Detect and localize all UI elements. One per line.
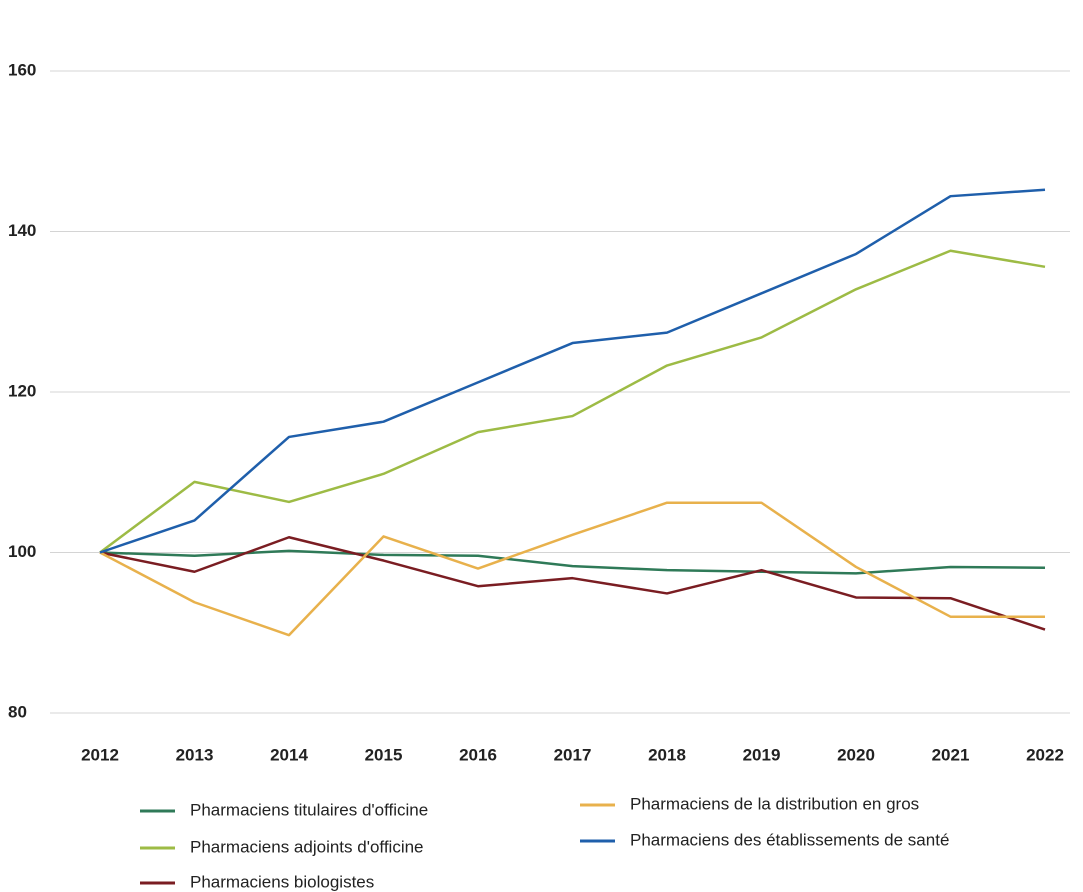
series-line <box>99 501 1045 637</box>
series-line <box>99 249 1046 554</box>
x-tick-label: 2017 <box>554 745 592 764</box>
legend-label: Pharmaciens de la distribution en gros <box>630 794 919 813</box>
x-tick-label: 2012 <box>81 745 119 764</box>
y-tick-label: 160 <box>8 60 36 79</box>
x-tick-label: 2015 <box>365 745 403 764</box>
y-tick-label: 120 <box>8 381 36 400</box>
series-line <box>99 188 1046 554</box>
x-tick-label: 2021 <box>932 745 970 764</box>
legend-label: Pharmaciens biologistes <box>190 872 374 891</box>
series-line <box>99 549 1046 575</box>
legend-label: Pharmaciens titulaires d'officine <box>190 800 428 819</box>
x-tick-label: 2016 <box>459 745 497 764</box>
y-tick-label: 80 <box>8 702 27 721</box>
legend-label: Pharmaciens adjoints d'officine <box>190 837 424 856</box>
legend-label: Pharmaciens des établissements de santé <box>630 830 949 849</box>
y-tick-label: 140 <box>8 221 36 240</box>
y-tick-label: 100 <box>8 542 36 561</box>
x-tick-label: 2019 <box>743 745 781 764</box>
x-tick-label: 2013 <box>176 745 214 764</box>
x-tick-label: 2018 <box>648 745 686 764</box>
series-line <box>99 536 1046 631</box>
x-tick-label: 2014 <box>270 745 308 764</box>
x-tick-label: 2020 <box>837 745 875 764</box>
x-tick-label: 2022 <box>1026 745 1064 764</box>
